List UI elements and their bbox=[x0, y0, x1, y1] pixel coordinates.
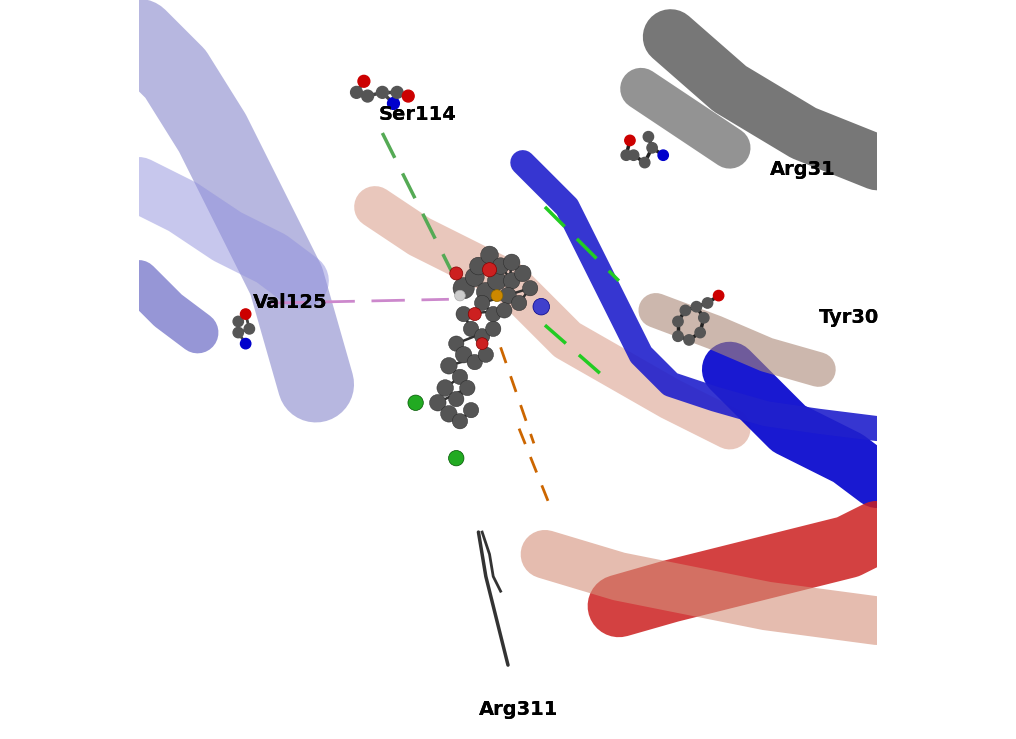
Circle shape bbox=[449, 392, 464, 406]
Circle shape bbox=[503, 254, 520, 270]
Circle shape bbox=[449, 336, 464, 351]
Circle shape bbox=[441, 406, 457, 422]
Text: Val125: Val125 bbox=[253, 293, 328, 313]
Circle shape bbox=[477, 282, 495, 302]
Circle shape bbox=[449, 451, 464, 466]
Text: Ser114: Ser114 bbox=[379, 105, 456, 124]
Circle shape bbox=[453, 278, 474, 299]
Circle shape bbox=[408, 395, 424, 410]
Text: Arg31: Arg31 bbox=[770, 160, 836, 180]
Circle shape bbox=[500, 287, 516, 304]
Circle shape bbox=[503, 273, 520, 289]
Circle shape bbox=[491, 290, 503, 302]
Circle shape bbox=[621, 150, 631, 160]
Circle shape bbox=[456, 307, 471, 321]
Circle shape bbox=[441, 358, 457, 374]
Text: Arg311: Arg311 bbox=[479, 700, 558, 719]
Circle shape bbox=[362, 90, 374, 102]
Circle shape bbox=[497, 303, 512, 318]
Circle shape bbox=[493, 258, 509, 274]
Circle shape bbox=[486, 307, 501, 321]
Text: Arg311: Arg311 bbox=[479, 700, 558, 719]
Circle shape bbox=[680, 305, 691, 316]
Circle shape bbox=[467, 355, 483, 370]
Circle shape bbox=[702, 298, 712, 308]
Circle shape bbox=[477, 338, 488, 350]
Circle shape bbox=[647, 143, 657, 153]
Circle shape bbox=[481, 246, 499, 264]
Circle shape bbox=[244, 324, 255, 334]
Text: Arg31: Arg31 bbox=[770, 160, 836, 180]
Circle shape bbox=[233, 316, 244, 327]
Circle shape bbox=[463, 403, 479, 418]
Text: Ser114: Ser114 bbox=[379, 105, 456, 124]
Circle shape bbox=[474, 329, 490, 344]
Circle shape bbox=[387, 98, 399, 109]
Circle shape bbox=[684, 335, 694, 345]
Circle shape bbox=[450, 267, 462, 280]
Circle shape bbox=[629, 150, 639, 160]
Circle shape bbox=[377, 86, 388, 98]
Circle shape bbox=[479, 347, 494, 362]
Circle shape bbox=[469, 257, 488, 275]
Circle shape bbox=[625, 135, 635, 146]
Circle shape bbox=[643, 132, 653, 142]
Circle shape bbox=[474, 296, 490, 310]
Circle shape bbox=[511, 296, 526, 310]
Circle shape bbox=[673, 331, 683, 341]
Circle shape bbox=[241, 338, 251, 349]
Circle shape bbox=[514, 265, 531, 282]
Circle shape bbox=[673, 316, 683, 327]
Circle shape bbox=[452, 370, 467, 384]
Circle shape bbox=[241, 309, 251, 319]
Text: Val125: Val125 bbox=[253, 293, 328, 313]
Circle shape bbox=[486, 321, 501, 336]
Circle shape bbox=[455, 347, 472, 363]
Circle shape bbox=[699, 313, 709, 323]
Circle shape bbox=[522, 281, 537, 296]
Circle shape bbox=[695, 327, 705, 338]
Circle shape bbox=[391, 86, 403, 98]
Circle shape bbox=[459, 381, 475, 395]
Circle shape bbox=[691, 302, 702, 312]
Circle shape bbox=[402, 90, 415, 102]
Circle shape bbox=[437, 380, 453, 396]
Circle shape bbox=[233, 327, 244, 338]
Circle shape bbox=[533, 299, 550, 315]
Circle shape bbox=[483, 262, 497, 277]
Circle shape bbox=[465, 268, 485, 287]
Circle shape bbox=[452, 414, 467, 429]
Text: Tyr30: Tyr30 bbox=[818, 308, 879, 327]
Circle shape bbox=[358, 75, 370, 87]
Circle shape bbox=[454, 290, 465, 301]
Circle shape bbox=[658, 150, 669, 160]
Circle shape bbox=[639, 157, 650, 168]
Circle shape bbox=[468, 307, 482, 321]
Circle shape bbox=[713, 290, 723, 301]
Circle shape bbox=[351, 86, 363, 98]
Circle shape bbox=[488, 271, 506, 290]
Circle shape bbox=[430, 395, 446, 411]
Circle shape bbox=[463, 321, 479, 336]
Text: Tyr30: Tyr30 bbox=[818, 308, 879, 327]
